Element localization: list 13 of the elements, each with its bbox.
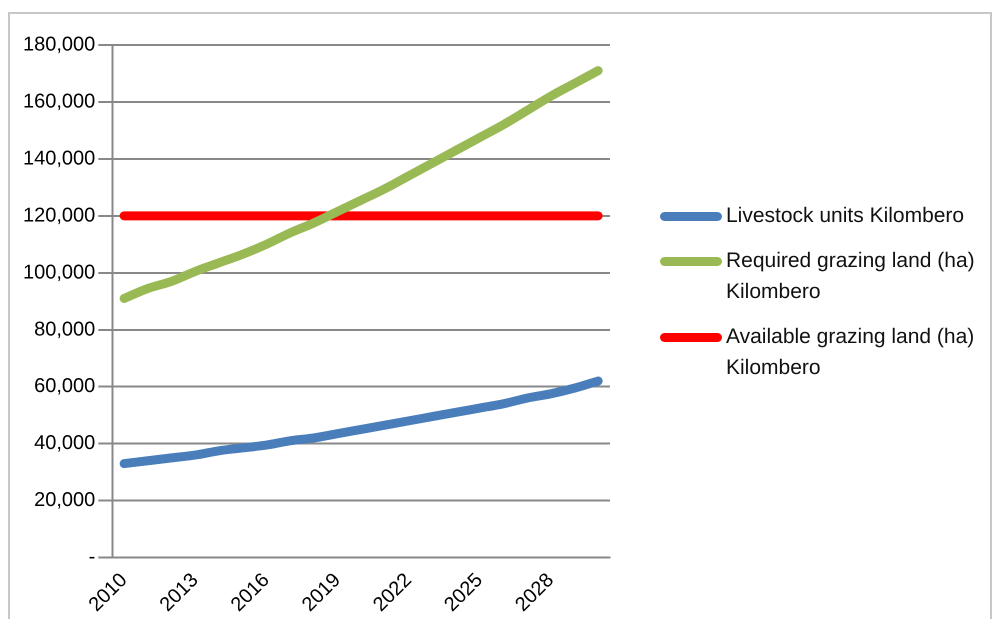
legend-label: Available grazing land (ha) Kilombero: [726, 324, 976, 381]
legend-label: Required grazing land (ha) Kilombero: [726, 248, 976, 305]
y-tick-label: 60,000: [34, 375, 96, 398]
y-tick-label: 80,000: [34, 318, 96, 340]
legend-label: Livestock units Kilombero: [726, 203, 966, 229]
y-tick-label: 120,000: [23, 204, 96, 226]
y-tick-label: 180,000: [23, 34, 96, 56]
y-tick-label: 40,000: [34, 432, 96, 454]
y-tick-label: -: [88, 546, 96, 568]
y-tick-label: 140,000: [23, 147, 96, 170]
y-tick-label: 100,000: [23, 261, 96, 284]
y-tick-label: 160,000: [23, 90, 96, 112]
y-tick-label: 20,000: [34, 489, 96, 512]
